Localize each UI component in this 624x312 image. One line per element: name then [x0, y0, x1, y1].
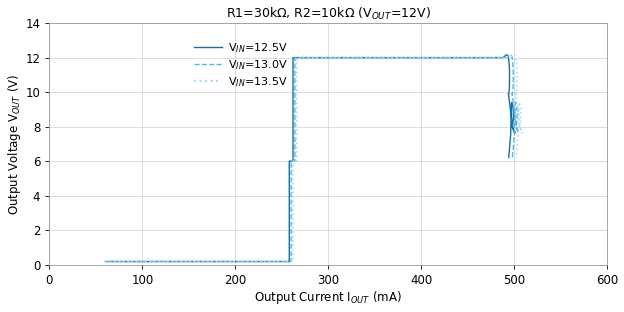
X-axis label: Output Current I$_{OUT}$ (mA): Output Current I$_{OUT}$ (mA) [255, 290, 402, 306]
Y-axis label: Output Voltage V$_{OUT}$ (V): Output Voltage V$_{OUT}$ (V) [6, 73, 22, 215]
Title: R1=30k$\Omega$, R2=10k$\Omega$ (V$_{OUT}$=12V): R1=30k$\Omega$, R2=10k$\Omega$ (V$_{OUT}… [226, 6, 431, 22]
Legend: V$_{IN}$=12.5V, V$_{IN}$=13.0V, V$_{IN}$=13.5V: V$_{IN}$=12.5V, V$_{IN}$=13.0V, V$_{IN}$… [195, 41, 288, 89]
